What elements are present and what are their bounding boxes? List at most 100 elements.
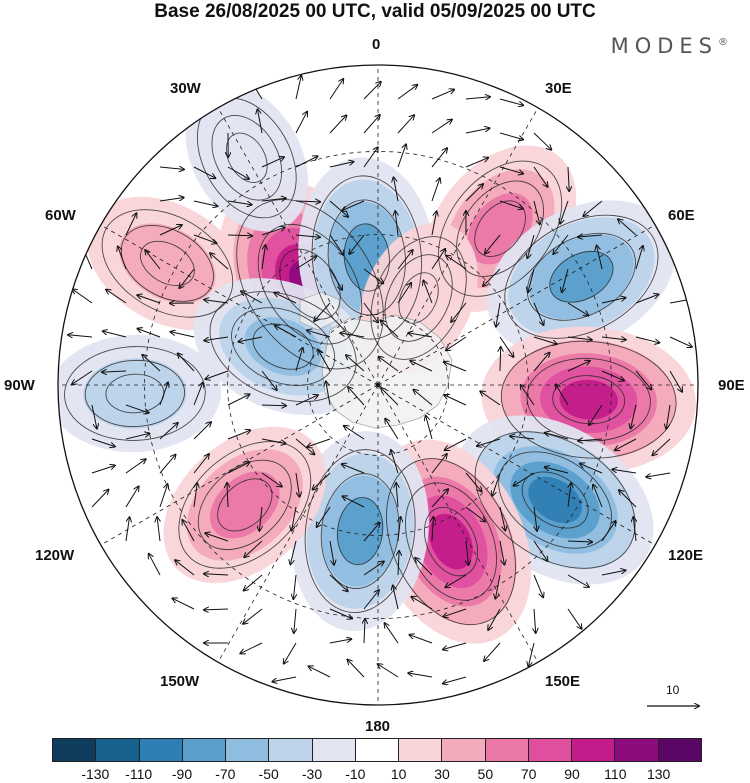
wind-arrow [496, 302, 501, 327]
wind-arrow [465, 184, 483, 202]
wind-arrow [272, 676, 297, 682]
wind-arrow [145, 250, 161, 270]
longitude-label-150e: 150E [545, 673, 581, 690]
wind-arrow [295, 112, 307, 134]
wind-arrow [307, 330, 331, 338]
wind-arrow [261, 472, 282, 487]
wind-arrow [72, 370, 93, 384]
wind-arrow [396, 483, 398, 508]
longitude-label-90e: 90E [718, 377, 745, 394]
colorbar-swatch [527, 738, 572, 762]
wind-arrow [364, 619, 365, 644]
colorbar-tick-label: -10 [345, 766, 366, 782]
wind-arrow [499, 540, 504, 565]
wind-arrow [381, 321, 399, 338]
wind-arrow [329, 79, 343, 100]
arctic-landmass [321, 314, 453, 429]
wind-arrow [601, 337, 626, 340]
wind-arrow [159, 455, 176, 474]
wind-arrow [261, 227, 285, 236]
wind-arrow [431, 148, 447, 168]
wind-arrow [205, 533, 229, 542]
wind-arrow [295, 235, 320, 237]
wind-arrow [431, 90, 454, 100]
wind-arrow [415, 558, 433, 576]
wind-arrow [178, 353, 195, 372]
contour-set [504, 214, 659, 339]
wind-arrow [175, 560, 195, 576]
wind-arrow [533, 336, 557, 344]
colorbar-tick-label: 70 [520, 766, 537, 782]
contour-line [257, 223, 363, 345]
wind-arrow [348, 387, 365, 406]
wind-arrow [477, 438, 501, 446]
wind-arrow [431, 178, 440, 202]
wind-arrow [103, 331, 127, 338]
wind-arrow [193, 483, 197, 508]
wind-arrow [193, 200, 217, 206]
wind-arrow [408, 333, 433, 338]
wind-arrow [292, 506, 297, 531]
wind-arrow [567, 361, 590, 372]
longitude-label-0: 0 [372, 36, 381, 53]
contour-line [197, 459, 292, 551]
wind-arrow [227, 483, 228, 508]
wind-arrow [578, 439, 603, 441]
wind-arrow [294, 608, 296, 633]
colorbar-swatch [225, 738, 269, 762]
wind-arrow [295, 348, 303, 372]
wind-arrow [445, 438, 467, 450]
wind-arrow [601, 370, 624, 381]
wind-arrow [227, 235, 252, 236]
longitude-label-30w: 30W [170, 80, 201, 97]
wind-arrow [465, 472, 482, 491]
contour-line [178, 441, 312, 569]
wind-arrow [259, 506, 262, 531]
wind-arrow [159, 198, 184, 202]
wind-arrow [149, 554, 161, 576]
wind-arrow [318, 350, 331, 372]
wind-arrow [528, 642, 535, 666]
wind-arrow [343, 496, 365, 508]
wind-arrow [431, 489, 448, 508]
wind-arrow [329, 574, 348, 591]
contour-line [101, 209, 234, 318]
reference-vector-label: 10 [666, 683, 680, 697]
wind-arrow [635, 336, 659, 343]
wind-arrow [499, 98, 523, 105]
map-boundary [57, 64, 699, 706]
wind-arrow [227, 200, 252, 205]
wind-arrow [363, 590, 379, 610]
wind-arrow [363, 302, 378, 323]
wind-arrow [484, 642, 501, 661]
wind-arrow [465, 128, 490, 134]
wind-arrow [240, 642, 263, 653]
wind-arrow [326, 381, 331, 406]
contour-line [64, 346, 206, 441]
latitude-circle [307, 314, 449, 456]
wind-arrow [193, 166, 215, 178]
colorbar-swatch [441, 738, 485, 762]
wind-arrow [618, 219, 637, 236]
colorbar-tick-label: -110 [125, 766, 153, 782]
wind-arrow [633, 517, 636, 542]
wind-arrow [397, 85, 417, 100]
wind-arrow [533, 166, 548, 187]
wind-arrow [385, 419, 399, 440]
wind-arrow [560, 200, 569, 224]
wind-arrow [398, 517, 401, 542]
wind-arrow [451, 302, 467, 322]
wind-arrow [340, 333, 365, 338]
wind-arrow [488, 608, 501, 630]
wind-arrow [227, 166, 249, 179]
wind-arrow [363, 115, 380, 134]
wind-arrow [363, 82, 381, 100]
wind-arrow [329, 115, 346, 134]
wind-arrow [159, 423, 178, 440]
wind-arrow [410, 635, 433, 644]
wind-arrow [295, 472, 300, 497]
contour-set [101, 209, 234, 318]
wind-arrow [499, 132, 523, 140]
wind-arrow [309, 666, 331, 678]
wind-arrow [567, 574, 589, 587]
